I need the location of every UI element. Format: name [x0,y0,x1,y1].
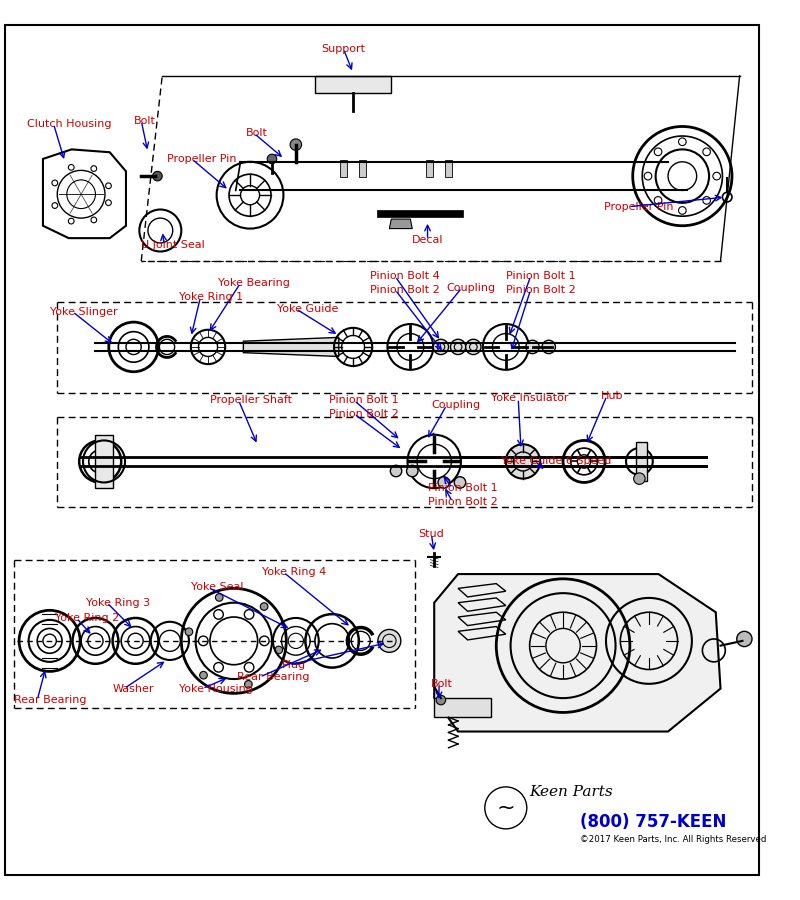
Circle shape [91,217,97,223]
Circle shape [703,196,710,204]
Circle shape [713,172,721,180]
Text: Bolt: Bolt [431,679,454,688]
Circle shape [153,171,162,181]
Text: Yoke Guide: Yoke Guide [277,304,338,314]
Circle shape [378,629,401,652]
Circle shape [275,646,282,653]
Bar [426,160,434,177]
Text: Plug: Plug [282,660,306,670]
Circle shape [290,139,302,150]
Bar [377,210,463,217]
Circle shape [542,340,555,354]
Text: Pinion Bolt 2: Pinion Bolt 2 [330,409,399,419]
Polygon shape [243,338,338,356]
Circle shape [91,166,97,171]
Circle shape [678,138,686,146]
Circle shape [214,609,223,619]
Bar [635,443,647,481]
Circle shape [244,662,254,672]
Circle shape [654,196,662,204]
Text: Yoke Housing: Yoke Housing [179,684,254,694]
Bar [315,76,391,93]
Text: Washer: Washer [113,684,154,694]
Circle shape [644,172,652,180]
Text: Clutch Housing: Clutch Housing [26,119,111,129]
Circle shape [450,339,466,355]
Circle shape [214,662,223,672]
Circle shape [200,671,207,679]
Text: Rear Bearing: Rear Bearing [237,672,309,682]
Text: Decal: Decal [412,235,443,245]
Text: Yoke Ring 4: Yoke Ring 4 [262,567,326,577]
Text: Pinion Bolt 2: Pinion Bolt 2 [506,284,575,294]
Circle shape [106,183,111,189]
Text: Yoke Slinger: Yoke Slinger [50,307,118,317]
Polygon shape [434,574,721,732]
Text: Yoke Insulator: Yoke Insulator [491,393,569,403]
Text: Propeller Shaft: Propeller Shaft [210,395,292,405]
Text: Keen Parts: Keen Parts [530,785,614,798]
Text: Yoke Bearing: Yoke Bearing [218,278,290,288]
Circle shape [244,609,254,619]
Circle shape [259,636,269,645]
Text: Coupling: Coupling [446,283,496,293]
Text: Rear Bearing: Rear Bearing [14,695,87,705]
Text: (800) 757-KEEN: (800) 757-KEEN [580,814,726,832]
Text: Yoke Ring 1: Yoke Ring 1 [179,292,243,302]
Text: Yoke Guide 6 Speed: Yoke Guide 6 Speed [501,456,611,466]
Circle shape [267,154,277,164]
Circle shape [654,148,662,156]
Circle shape [454,477,466,488]
Text: Yoke Ring 3: Yoke Ring 3 [86,598,150,608]
Text: Bolt: Bolt [134,116,155,126]
Text: ©2017 Keen Parts, Inc. All Rights Reserved: ©2017 Keen Parts, Inc. All Rights Reserv… [580,835,766,844]
Circle shape [678,207,686,214]
Text: Pinion Bolt 1: Pinion Bolt 1 [506,271,575,282]
Text: U Joint Seal: U Joint Seal [142,239,205,250]
Circle shape [68,165,74,170]
Bar [359,160,366,177]
Circle shape [406,465,418,477]
Text: Yoke Seal: Yoke Seal [191,582,243,592]
Text: Propeller Pin: Propeller Pin [167,154,237,164]
Circle shape [436,696,446,705]
Circle shape [215,594,223,601]
Text: Pinion Bolt 1: Pinion Bolt 1 [330,395,399,405]
Circle shape [634,472,645,484]
Circle shape [106,200,111,205]
Text: Bolt: Bolt [246,128,268,139]
Circle shape [52,180,58,185]
Text: Coupling: Coupling [431,400,481,410]
Circle shape [245,680,252,688]
Circle shape [703,148,710,156]
Circle shape [390,465,402,477]
Circle shape [434,339,449,355]
Circle shape [52,202,58,209]
Text: Propeller Pin: Propeller Pin [604,202,674,211]
Text: ~: ~ [497,798,515,818]
Bar [445,160,452,177]
Text: Pinion Bolt 2: Pinion Bolt 2 [427,497,498,507]
Circle shape [68,218,74,224]
Text: Yoke Ring 2: Yoke Ring 2 [55,613,120,623]
Circle shape [260,603,268,610]
Text: Pinion Bolt 1: Pinion Bolt 1 [427,483,497,493]
Text: Stud: Stud [418,529,444,539]
Bar [340,160,347,177]
Circle shape [185,628,193,635]
Bar [95,435,113,488]
Bar [434,698,491,717]
Circle shape [526,340,539,354]
Text: Pinion Bolt 2: Pinion Bolt 2 [370,284,440,294]
Circle shape [466,339,481,355]
Circle shape [506,445,540,479]
Text: Support: Support [322,44,366,54]
Text: Pinion Bolt 4: Pinion Bolt 4 [370,271,440,282]
Circle shape [198,636,208,645]
Circle shape [438,477,450,488]
Text: Hub: Hub [602,391,624,401]
Polygon shape [390,219,412,229]
Circle shape [737,631,752,646]
